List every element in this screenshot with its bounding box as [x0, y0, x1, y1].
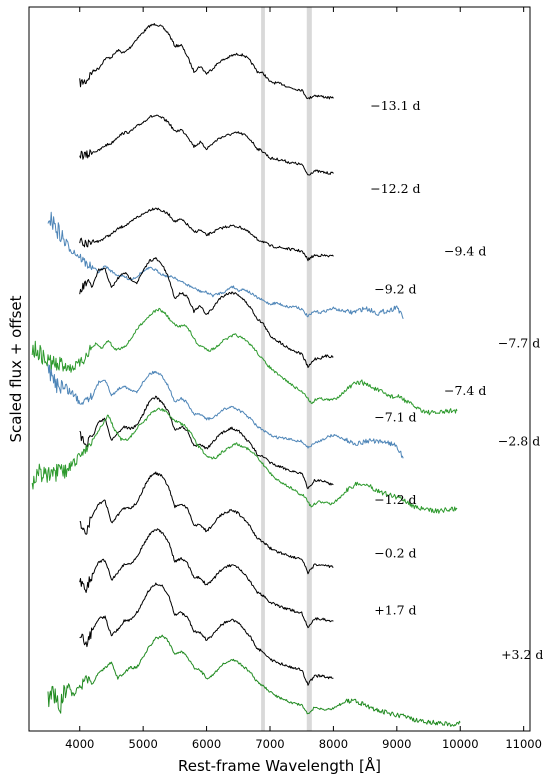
telluric-bands [261, 7, 312, 731]
x-tick-label-10000: 10000 [442, 737, 479, 751]
spectrum-line-0 [79, 23, 334, 100]
x-axis-title: Rest-frame Wavelength [Å] [178, 756, 381, 775]
spectrum-line-6 [47, 364, 404, 459]
spectrum-line-10 [79, 528, 334, 629]
telluric-band-1 [306, 7, 312, 731]
spectrum-line-11 [79, 582, 334, 686]
x-axis: 4000 5000 6000 7000 8000 9000 10000 11000 [65, 7, 542, 751]
y-axis-title: Scaled flux + offset [7, 295, 25, 442]
telluric-band-0 [261, 7, 265, 731]
spectrum-line-7 [79, 395, 334, 490]
epoch-label-12: +3.2 d [501, 647, 543, 662]
x-tick-label-8000: 8000 [319, 737, 348, 751]
x-tick-label-6000: 6000 [192, 737, 221, 751]
epoch-label-7: −7.1 d [374, 409, 416, 424]
epoch-label-4: −9.2 d [374, 281, 416, 296]
spectrum-line-9 [79, 471, 334, 575]
epoch-label-1: −13.1 d [370, 98, 420, 113]
spectrum-line-3 [47, 211, 404, 319]
epoch-label-9: −1.2 d [374, 492, 416, 507]
x-tick-label-11000: 11000 [505, 737, 542, 751]
epoch-labels: −13.1 d −12.2 d −9.4 d −9.2 d −7.7 d −7.4 d −7… [370, 98, 543, 662]
epoch-label-2: −12.2 d [370, 181, 420, 196]
spectrum-line-2 [79, 207, 334, 262]
spectrum-line-8 [31, 407, 458, 514]
epoch-label-11: +1.7 d [374, 603, 416, 618]
x-tick-label-9000: 9000 [382, 737, 411, 751]
epoch-label-10: −0.2 d [374, 546, 416, 561]
spectrum-line-4 [79, 257, 334, 368]
spectrum-line-5 [31, 307, 458, 416]
epoch-label-6: −7.4 d [444, 383, 486, 398]
x-tick-label-5000: 5000 [129, 737, 158, 751]
spectra-series [31, 23, 461, 727]
epoch-label-5: −7.7 d [498, 335, 540, 350]
x-tick-label-4000: 4000 [65, 737, 94, 751]
plot-frame [28, 6, 531, 732]
spectrum-line-12 [47, 634, 461, 727]
x-tick-label-7000: 7000 [255, 737, 284, 751]
epoch-label-8: −2.8 d [498, 434, 540, 449]
spectrum-line-1 [79, 114, 334, 176]
epoch-label-3: −9.4 d [444, 243, 486, 258]
